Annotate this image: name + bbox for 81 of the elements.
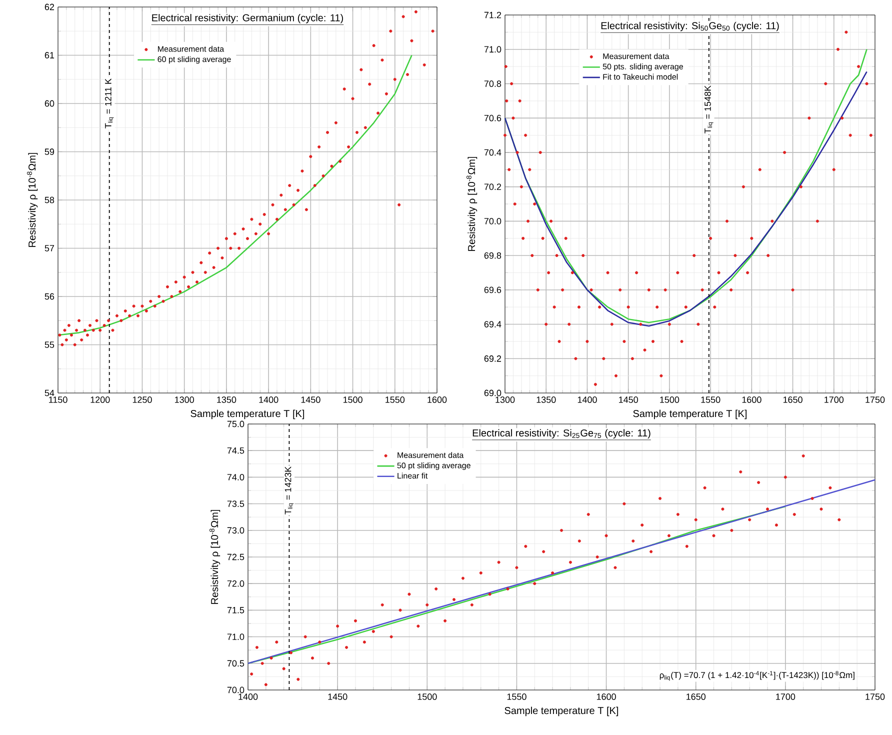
legend-label: 60 pt sliding average: [158, 56, 231, 64]
y-tick-label: 59: [44, 148, 54, 155]
y-tick-label: 69.6: [484, 286, 502, 294]
chart-title: Electrical resistivity: Si$_{25}$Ge$_{75}$ (cycle: 11): [472, 429, 650, 438]
y-tick-label: 61: [44, 52, 54, 58]
x-axis-title: Sample temperature T [K]: [633, 410, 747, 420]
x-tick-label: 1500: [660, 396, 680, 403]
x-tick-label: 1450: [619, 396, 638, 403]
legend-label: Measurement data: [398, 452, 464, 458]
legend-label: 50 pts. sliding average: [602, 64, 683, 71]
y-tick-label: 71.2: [484, 12, 502, 18]
y-tick-label: 56: [44, 293, 54, 300]
x-tick-label: 1600: [742, 396, 762, 403]
x-tick-label: 1600: [428, 396, 447, 403]
x-tick-label: 1500: [418, 694, 437, 700]
x-tick-label: 1700: [824, 396, 844, 403]
x-tick-label: 1650: [686, 694, 706, 700]
y-tick-label: 60: [44, 100, 54, 107]
x-tick-label: 1750: [866, 694, 885, 700]
y-tick-label: 73.5: [227, 500, 244, 507]
text: Electrical resistivity: Si$_{50}$Ge$_{50}$ (cycle: 11): [601, 22, 779, 32]
legend-label: 50 pt sliding average: [397, 462, 470, 470]
x-tick-label: 1350: [217, 396, 236, 403]
y-tick-label: 70.6: [484, 114, 502, 122]
legend-label: Linear fit: [398, 472, 428, 479]
x-tick-label: 1200: [90, 396, 110, 403]
y-tick-label: 70.0: [227, 686, 244, 694]
x-tick-label: 1550: [386, 396, 405, 403]
x-tick-label: 1250: [132, 396, 152, 403]
y-tick-label: 74.5: [227, 447, 244, 454]
y-tick-label: 71.5: [227, 607, 244, 614]
y-tick-label: 73.0: [227, 527, 244, 534]
x-tick-label: 1500: [343, 396, 362, 403]
y-tick-label: 58: [44, 196, 54, 204]
text: ρ$_{liq}$(T) =70.7 (1 + 1.42·10$^{-4}$[K$^{-1}$]·(T-1423K)) [10$^{-8}$Ωm]: [660, 671, 854, 681]
y-tick-label: 75.0: [227, 420, 244, 428]
x-tick-label: 1650: [783, 396, 802, 403]
y-axis-title: Resistivity ρ [10$^{-8}$Ωm]: [210, 510, 220, 604]
y-tick-label: 54: [44, 390, 54, 396]
y-tick-label: 72.0: [227, 580, 244, 587]
x-tick-label: 1550: [507, 694, 526, 700]
x-tick-label: 1700: [776, 694, 796, 700]
y-tick-label: 55: [44, 342, 54, 348]
x-axis-title: Sample temperature T [K]: [504, 706, 618, 716]
y-tick-label: 69.2: [484, 355, 502, 362]
x-tick-label: 1400: [578, 396, 597, 403]
legend-label: Fit to Takeuchi model: [603, 74, 678, 80]
x-tick-label: 1600: [596, 694, 616, 700]
x-axis-title: Sample temperature T [K]: [190, 410, 304, 420]
y-tick-label: 69.0: [484, 390, 502, 396]
x-tick-label: 1150: [49, 396, 68, 403]
x-tick-label: 1350: [536, 396, 556, 403]
ref-line-label: T$_{liq}$ = 1211 K: [104, 78, 114, 128]
x-tick-label: 1300: [496, 396, 515, 403]
y-tick-label: 71.0: [484, 46, 502, 53]
y-tick-label: 70.8: [484, 80, 502, 87]
legend-label: Measurement data: [603, 53, 670, 60]
y-tick-label: 57: [44, 245, 54, 252]
y-tick-label: 70.4: [484, 149, 502, 156]
legend-label: Measurement data: [158, 46, 224, 52]
x-tick-label: 1300: [175, 396, 194, 403]
y-tick-label: 70.0: [484, 218, 502, 224]
y-axis-title: Resistivity ρ [10$^{-8}$Ωm]: [27, 152, 38, 247]
x-tick-label: 1400: [259, 396, 278, 403]
x-tick-label: 1400: [238, 694, 258, 700]
y-tick-label: 70.2: [484, 184, 502, 190]
y-tick-label: 69.4: [484, 321, 502, 328]
y-tick-label: 69.8: [484, 252, 502, 259]
y-tick-label: 70.5: [227, 660, 244, 667]
x-tick-label: 1550: [701, 396, 720, 403]
ref-line-label: T$_{liq}$ = 1423K: [284, 466, 294, 514]
ref-line-label: T$_{liq}$ = 1548K: [704, 85, 714, 134]
x-tick-label: 1450: [328, 694, 348, 700]
y-tick-label: 71.0: [227, 634, 244, 640]
text: Electrical resistivity: Germanium (cycle: 11): [152, 14, 343, 24]
x-tick-label: 1750: [866, 396, 885, 403]
y-tick-label: 62: [44, 4, 54, 10]
y-axis-title: Resistivity ρ [10$^{-8}$Ωm]: [466, 156, 478, 251]
y-tick-label: 74.0: [227, 474, 244, 480]
y-tick-label: 72.5: [227, 554, 244, 560]
x-tick-label: 1450: [301, 396, 320, 403]
